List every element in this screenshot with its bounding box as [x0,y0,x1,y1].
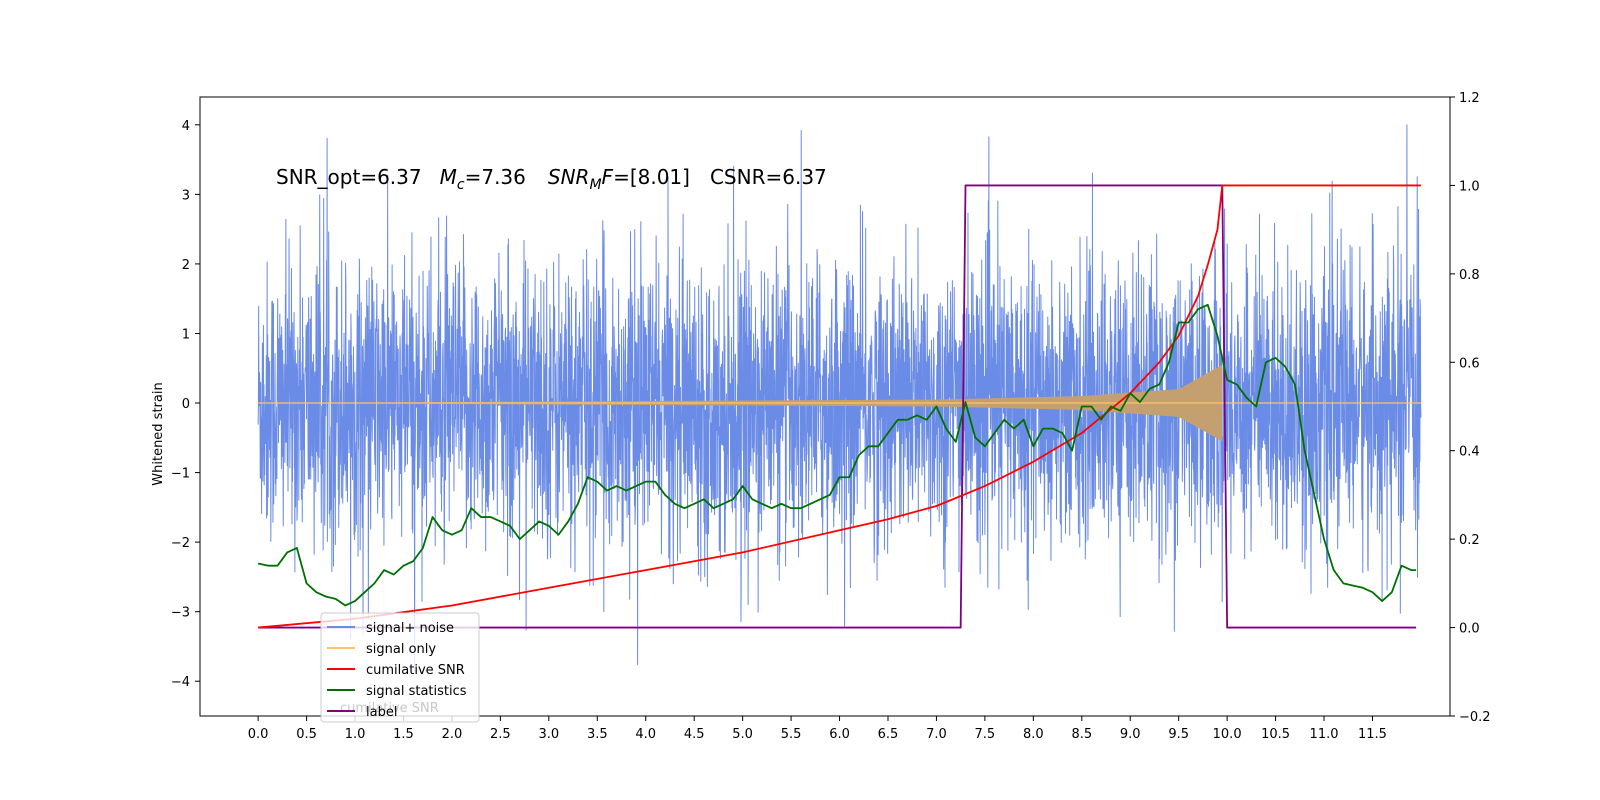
legend-overlap-text: cumilative SNR [340,701,439,716]
y-tick-label: 2 [182,258,190,273]
x-tick-label: 4.0 [635,727,656,742]
y-axis-left: 4 3 2 1 0 −1 −2 −3 −4 [171,119,200,690]
y2-tick-label: 0.8 [1459,268,1480,283]
y2-tick-label: 1.2 [1459,91,1480,106]
x-tick-label: 6.0 [829,727,850,742]
y-tick-label: −4 [171,675,190,690]
series-signal-noise [257,124,1422,672]
x-tick-label: 8.5 [1071,727,1092,742]
x-tick-label: 7.0 [926,727,947,742]
x-tick-label: 8.0 [1023,727,1044,742]
series-cumilative-snr [258,184,1421,629]
x-tick-label: 3.5 [587,727,608,742]
x-tick-label: 2.5 [490,727,511,742]
x-tick-label: 1.5 [393,727,414,742]
y-axis-right: 1.2 1.0 0.8 0.6 0.4 0.2 0.0 −0.2 [1450,91,1491,725]
x-tick-label: 11.5 [1358,727,1387,742]
x-tick-label: 3.0 [538,727,559,742]
x-tick-label: 7.5 [975,727,996,742]
y-tick-label: 3 [182,188,190,203]
legend-entry-label: signal only [366,642,436,657]
mc-value: =7.36 [465,165,526,189]
legend-box [320,612,480,723]
mc-symbol: M [440,165,457,189]
series-signal-statistics [257,303,1417,607]
series-label [258,184,1417,629]
x-tick-label: 1.0 [345,727,366,742]
y-tick-label: 0 [182,397,190,412]
y-tick-label: −2 [171,536,190,551]
x-tick-label: 0.0 [248,727,269,742]
x-tick-label: 10.5 [1261,727,1290,742]
x-tick-label: 11.0 [1310,727,1339,742]
y2-tick-label: 1.0 [1459,179,1480,194]
x-tick-label: 9.0 [1120,727,1141,742]
x-tick-label: 5.5 [781,727,802,742]
y2-tick-label: 0.2 [1459,533,1480,548]
y2-tick-label: 0.0 [1459,622,1480,637]
legend-entry-label: cumilative SNR [366,663,465,678]
x-axis: 0.0 0.5 1.0 1.5 2.0 2.5 3.0 3.5 4.0 4.5 5.0 5.5 6.0 6… [248,716,1387,742]
x-tick-label: 10.0 [1213,727,1242,742]
legend-entry-label: signal statistics [366,684,467,699]
series-layer [257,124,1422,672]
legend: cumilative SNR signal+ noise signal only c… [320,612,480,723]
snrmf-subscript: M [589,177,601,193]
x-tick-label: 6.5 [878,727,899,742]
plot-frame [199,96,1451,717]
x-tick-label: 2.0 [442,727,463,742]
snrmf-f: F [602,165,614,189]
x-tick-label: 5.0 [732,727,753,742]
x-tick-label: 4.5 [684,727,705,742]
x-tick-label: 0.5 [296,727,317,742]
y-tick-label: −3 [171,606,190,621]
x-tick-label: 9.5 [1168,727,1189,742]
y-tick-label: 4 [182,119,190,134]
y-axis-label: Whitened strain [151,382,166,485]
snr-opt-text: SNR_opt=6.37 [276,165,422,189]
y2-tick-label: 0.6 [1459,356,1480,371]
csnr-text: CSNR=6.37 [710,165,827,189]
snrmf-value: =[8.01] [613,165,690,189]
y-tick-label: −1 [171,467,190,482]
y2-tick-label: 0.4 [1459,445,1480,460]
legend-entry-label: label [366,705,397,720]
stats-annotation: SNR_opt=6.37 Mc=7.36 SNRMF=[8.01] CSNR=6.37 [276,165,827,193]
mc-subscript: c [457,177,465,193]
y-tick-label: 1 [182,327,190,342]
y2-tick-label: −0.2 [1459,710,1491,725]
legend-entry-label: signal+ noise [366,621,454,636]
snrmf-symbol: SNR [548,165,590,189]
